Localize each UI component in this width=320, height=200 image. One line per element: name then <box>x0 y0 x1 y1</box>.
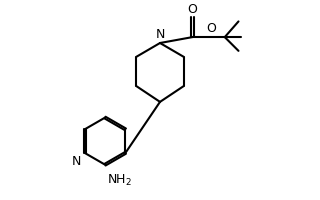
Text: N: N <box>71 155 81 168</box>
Text: N: N <box>155 28 165 41</box>
Text: NH$_2$: NH$_2$ <box>107 173 132 188</box>
Text: O: O <box>206 22 216 35</box>
Text: O: O <box>188 3 197 16</box>
